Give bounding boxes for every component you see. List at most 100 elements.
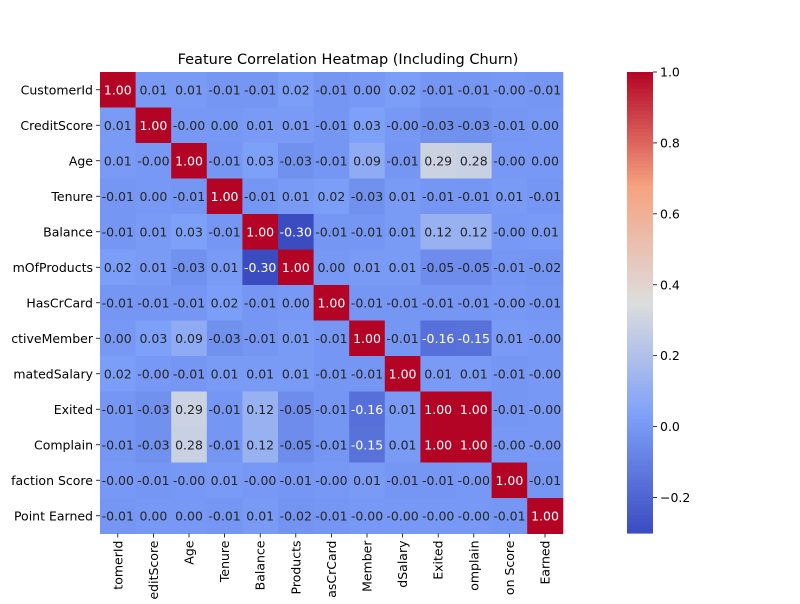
heatmap-cell bbox=[491, 320, 528, 357]
heatmap-cell bbox=[313, 285, 350, 321]
colorbar-segment bbox=[627, 128, 653, 133]
heatmap-cell bbox=[456, 143, 493, 179]
colorbar-segment bbox=[627, 440, 653, 445]
cell-value-label: 0.01 bbox=[211, 473, 239, 488]
heatmap-cell bbox=[171, 391, 208, 428]
cell-value-label: -0.01 bbox=[208, 224, 240, 239]
colorbar-segment bbox=[627, 72, 653, 77]
heatmap-cell bbox=[491, 391, 528, 428]
heatmap-cell bbox=[527, 143, 564, 179]
cell-value-label: 0.00 bbox=[531, 153, 559, 168]
heatmap-cell bbox=[242, 285, 279, 321]
colorbar-segment bbox=[627, 451, 653, 456]
heatmap-cell bbox=[242, 107, 279, 144]
cell-value-label: -0.01 bbox=[386, 473, 418, 488]
heatmap-cell bbox=[420, 72, 457, 108]
heatmap-cell bbox=[135, 249, 172, 286]
cell-value-label: -0.01 bbox=[493, 366, 525, 381]
heatmap-cell bbox=[456, 249, 493, 286]
cell-value-label: -0.00 bbox=[529, 331, 561, 346]
cell-value-label: 1.00 bbox=[175, 153, 203, 168]
heatmap-cell bbox=[242, 462, 279, 499]
colorbar-segment bbox=[627, 181, 653, 187]
colorbar-segment bbox=[627, 171, 653, 176]
colorbar-segment bbox=[627, 387, 653, 392]
colorbar-segment bbox=[627, 192, 653, 197]
heatmap-cell bbox=[206, 391, 243, 428]
heatmap-cell bbox=[491, 249, 528, 286]
colorbar-segment bbox=[627, 419, 653, 424]
heatmap-cell bbox=[527, 462, 564, 499]
heatmap-cell bbox=[242, 214, 279, 250]
heatmap-cell bbox=[313, 249, 350, 286]
cell-value-label: 0.01 bbox=[246, 366, 274, 381]
colorbar-segment bbox=[627, 515, 653, 520]
colorbar-segment bbox=[627, 525, 653, 531]
colorbar-segment bbox=[627, 518, 653, 523]
heatmap-cell bbox=[206, 498, 243, 534]
colorbar-segment bbox=[627, 476, 653, 481]
colorbar-segment bbox=[627, 281, 653, 286]
colorbar-segment bbox=[627, 96, 653, 101]
colorbar-segment bbox=[627, 337, 653, 343]
colorbar-segment bbox=[627, 125, 653, 130]
heatmap-cell bbox=[171, 498, 208, 534]
colorbar-segment bbox=[627, 454, 653, 460]
heatmap-cell bbox=[384, 391, 421, 428]
cell-value-label: -0.00 bbox=[244, 473, 276, 488]
heatmap-cell bbox=[206, 285, 243, 321]
heatmap-cell bbox=[491, 498, 528, 534]
heatmap-cell bbox=[420, 214, 457, 250]
heatmap-cell bbox=[313, 320, 350, 357]
colorbar-segment bbox=[627, 217, 653, 222]
cell-value-label: 1.00 bbox=[495, 473, 523, 488]
colorbar-segment bbox=[627, 462, 653, 467]
heatmap-cell bbox=[242, 143, 279, 179]
cell-value-label: -0.01 bbox=[458, 295, 490, 310]
heatmap-cell bbox=[278, 498, 315, 534]
colorbar-segment bbox=[627, 327, 653, 332]
heatmap-cell bbox=[135, 72, 172, 108]
cell-value-label: 0.02 bbox=[104, 260, 132, 275]
heatmap-cell bbox=[384, 320, 421, 357]
cell-value-label: 0.02 bbox=[282, 82, 310, 97]
colorbar-segment bbox=[627, 277, 653, 282]
colorbar-segment bbox=[627, 245, 653, 250]
heatmap-cell bbox=[100, 249, 137, 286]
cell-value-label: 0.00 bbox=[139, 508, 167, 523]
cell-value-label: 0.01 bbox=[389, 189, 417, 204]
cell-value-label: -0.01 bbox=[458, 189, 490, 204]
colorbar-segment bbox=[627, 522, 653, 527]
cell-value-label: 0.00 bbox=[353, 82, 381, 97]
column-label: on Score bbox=[502, 540, 517, 595]
heatmap-cell bbox=[527, 320, 564, 357]
heatmap-cell bbox=[242, 427, 279, 463]
heatmap-cell bbox=[171, 249, 208, 286]
heatmap-cell bbox=[171, 178, 208, 215]
cell-value-label: 0.01 bbox=[211, 366, 239, 381]
heatmap-cell bbox=[456, 285, 493, 321]
colorbar-segment bbox=[627, 252, 653, 257]
cell-value-label: -0.01 bbox=[493, 260, 525, 275]
heatmap-cell bbox=[135, 285, 172, 321]
colorbar-segment bbox=[627, 493, 653, 499]
heatmap-cell bbox=[206, 107, 243, 144]
colorbar-segment bbox=[627, 394, 653, 399]
cell-value-label: -0.01 bbox=[173, 189, 205, 204]
cell-value-label: -0.01 bbox=[315, 366, 347, 381]
heatmap-cell bbox=[135, 356, 172, 392]
cell-value-label: -0.01 bbox=[351, 295, 383, 310]
cell-value-label: 1.00 bbox=[211, 189, 239, 204]
colorbar-segment bbox=[627, 330, 653, 336]
colorbar: −0.2 0.0 0.2 0.4 0.6 0.8 1.0 bbox=[627, 65, 690, 534]
heatmap-cell bbox=[135, 498, 172, 534]
colorbar-segment bbox=[627, 529, 653, 534]
cell-value-label: -0.01 bbox=[458, 82, 490, 97]
colorbar-segment bbox=[627, 139, 653, 144]
cell-value-label: -0.00 bbox=[529, 437, 561, 452]
heatmap-cell bbox=[100, 320, 137, 357]
heatmap-cell bbox=[384, 249, 421, 286]
heatmap-cell bbox=[491, 107, 528, 144]
colorbar-segment bbox=[627, 348, 653, 353]
colorbar-segment bbox=[627, 238, 653, 243]
